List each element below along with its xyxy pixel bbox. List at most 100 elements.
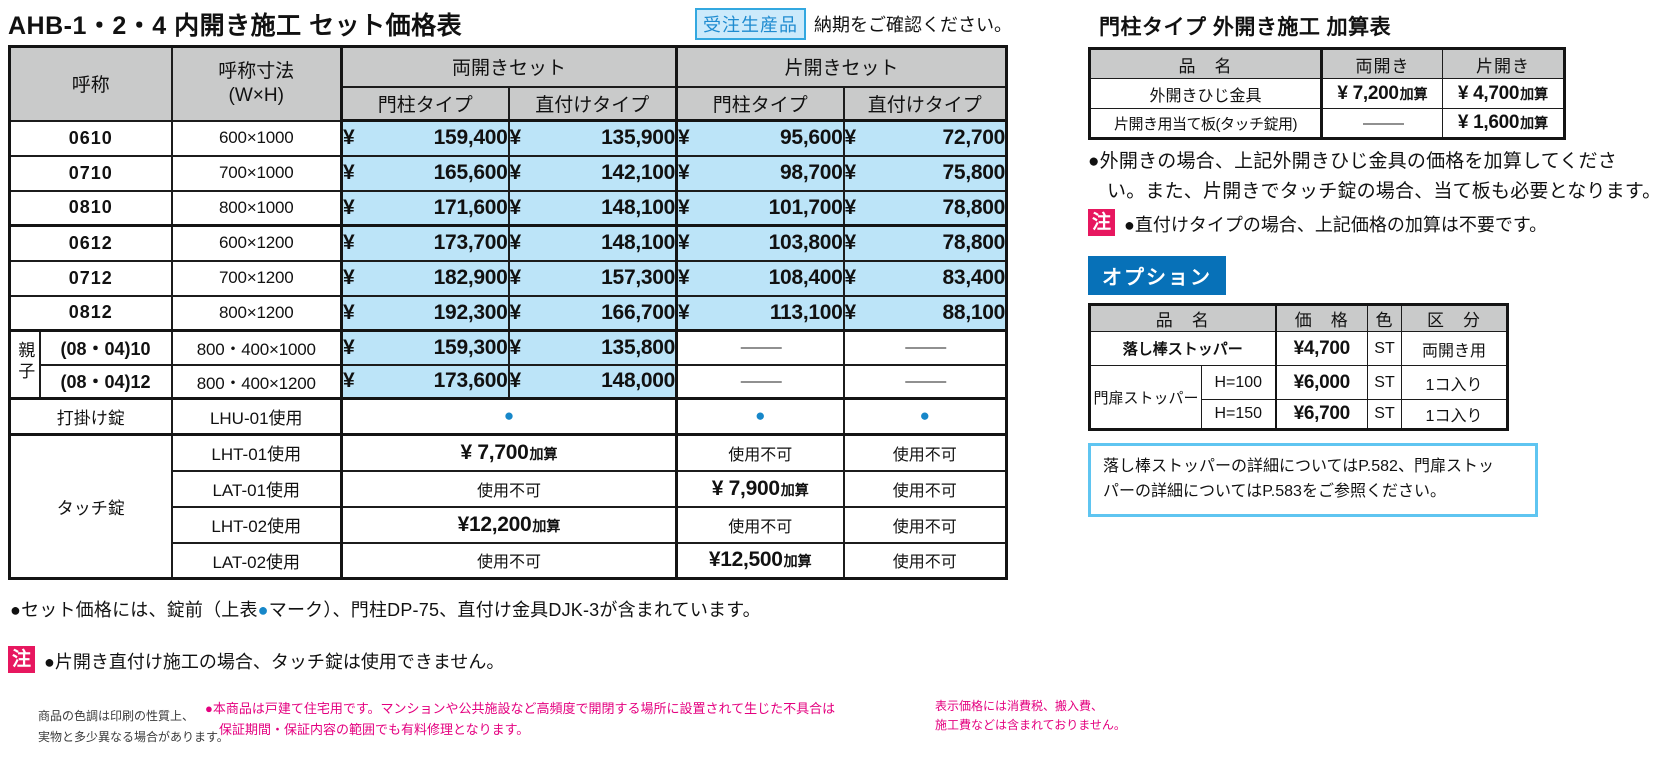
footer-warranty-note: ●本商品は戸建て住宅用です。マンションや公共施設など高頻度で開閉する場所に設置さ…	[205, 701, 836, 737]
caution-badge: 注	[8, 646, 35, 673]
option-row: 門扉ストッパー H=100 ¥6,000 ST 1コ入り	[1089, 365, 1508, 430]
option-row: H=150 ¥6,700 ST 1コ入り	[1090, 399, 1508, 430]
size-cell: 800×1200	[170, 294, 343, 332]
option-section-header: オプション	[1088, 256, 1226, 295]
included-dot: ●	[755, 406, 766, 425]
add-amount: ¥ 1,600	[1457, 112, 1520, 133]
lock-model-cell: LHT-02使用	[170, 505, 343, 544]
price-cell: ¥ 148,100	[507, 224, 678, 262]
add-suffix: 加算	[1399, 85, 1428, 102]
order-note-text: 納期をご確認ください。	[814, 15, 1012, 35]
header-name: 呼称	[8, 45, 173, 122]
header-double-set: 両開きセット	[340, 45, 678, 88]
header-direct-type: 直付けタイプ	[842, 85, 1008, 122]
add-suffix: 加算	[783, 553, 812, 570]
color-cell: ST	[1367, 399, 1402, 430]
name-cell: 0610	[8, 119, 173, 157]
main-price-table: 呼称 呼称寸法 (W×H) 両開きセット 片開きセット 門柱タイプ 直付けタイプ…	[8, 45, 1008, 580]
header-item-name: 品 名	[1089, 48, 1322, 79]
price-cell: ¥ 173,600	[340, 363, 510, 400]
price-cell: ¥ 88,100	[842, 294, 1008, 332]
price-cell: ¥ 166,700	[507, 294, 678, 332]
set-note-text: マーク）、門柱DP-75、直付け金具DJK-3が含まれています。	[268, 600, 761, 620]
item-name-cell: 外開きひじ金具	[1089, 78, 1322, 109]
header-single-set: 片開きセット	[675, 45, 1008, 88]
add-suffix: 加算	[529, 445, 558, 462]
reference-info-box: 落し棒ストッパーの詳細についてはP.582、門扉ストッ パーの詳細についてはP.…	[1088, 443, 1538, 517]
add-suffix: 加算	[532, 517, 561, 534]
option-badge: オプション	[1088, 256, 1226, 295]
header-item-name: 品 名	[1089, 304, 1276, 332]
price-cell: ¥ 103,800	[675, 224, 845, 262]
category-cell: 1コ入り	[1401, 365, 1508, 400]
price-cell: ¥ 75,800	[842, 154, 1008, 192]
addition-row: 外開きひじ金具 ¥ 7,200加算 ¥ 4,700加算	[1089, 78, 1565, 109]
price-cell: ¥4,700	[1274, 331, 1368, 366]
not-usable-cell: 使用不可	[675, 433, 845, 472]
price-cell: ¥6,700	[1274, 399, 1368, 430]
add-price-cell: ¥ 4,700加算	[1442, 78, 1565, 109]
add-price-cell: ¥ 1,600加算	[1442, 108, 1565, 139]
caution-text: ●片開き直付け施工の場合、タッチ錠は使用できません。	[44, 652, 505, 672]
oyako-row: 親子 (08・04)10 800・400×1000 ¥ 159,300 ¥ 13…	[8, 329, 1008, 400]
lock-label-cell: タッチ錠	[8, 433, 173, 580]
included-dot: ●	[919, 406, 930, 425]
price-cell: ¥ 148,000	[507, 363, 678, 400]
name-cell: 0612	[8, 224, 173, 262]
add-suffix: 加算	[1520, 85, 1549, 102]
category-cell: 1コ入り	[1401, 399, 1508, 430]
add-price-cell: ¥ 7,200加算	[1320, 78, 1443, 109]
touch-lock-row: LAT-01使用 使用不可 ¥ 7,900加算 使用不可	[10, 469, 1008, 508]
add-price-cell: ¥ 7,900加算	[675, 469, 845, 508]
price-cell: ¥ 159,300	[340, 329, 510, 366]
not-usable-cell: 使用不可	[675, 505, 845, 544]
dash-cell: ———	[842, 363, 1008, 400]
footer-tax-note: 表示価格には消費税、搬入費、 施工費などは含まれておりません。	[935, 699, 1126, 733]
variant-cell: H=100	[1201, 365, 1276, 400]
addition-table: 品 名 両開き 片開き 外開きひじ金具 ¥ 7,200加算 ¥ 4,700加算 …	[1088, 47, 1566, 140]
color-cell: ST	[1367, 365, 1402, 400]
price-cell: ¥ 78,800	[842, 189, 1008, 227]
not-usable-cell: 使用不可	[842, 541, 1008, 580]
size-cell: 700×1000	[170, 154, 343, 192]
caution-row: 注 ●直付けタイプの場合、上記価格の加算は不要です。	[1088, 209, 1547, 237]
lock-model-cell: LAT-02使用	[170, 541, 343, 580]
add-suffix: 加算	[780, 481, 809, 498]
order-note-row: 受注生産品 納期をご確認ください。	[695, 8, 1012, 40]
header-direct-type: 直付けタイプ	[507, 85, 678, 122]
price-cell: ¥6,000	[1274, 365, 1368, 400]
header-size: 呼称寸法 (W×H)	[170, 45, 343, 122]
name-cell: 0810	[8, 189, 173, 227]
header-post-type: 門柱タイプ	[340, 85, 510, 122]
variant-cell: H=150	[1201, 399, 1276, 430]
size-row: 0812 800×1200 ¥ 192,300 ¥ 166,700 ¥ 113,…	[8, 294, 1008, 332]
size-row: 0810 800×1000 ¥ 171,600 ¥ 148,100 ¥ 101,…	[8, 189, 1008, 227]
dash-cell: ———	[675, 329, 845, 366]
header-price: 価 格	[1274, 304, 1368, 332]
add-price-cell: ¥12,500加算	[675, 541, 845, 580]
size-row: 0710 700×1000 ¥ 165,600 ¥ 142,100 ¥ 98,7…	[8, 154, 1008, 192]
price-cell: ¥ 78,800	[842, 224, 1008, 262]
oyako-label: 親子	[15, 341, 35, 383]
category-cell: 両開き用	[1401, 331, 1508, 366]
not-usable-cell: 使用不可	[842, 505, 1008, 544]
price-cell: ¥ 135,900	[507, 119, 678, 157]
dash-cell: ———	[675, 363, 845, 400]
option-row: 落し棒ストッパー ¥4,700 ST 両開き用	[1089, 331, 1508, 366]
add-amount: ¥ 7,700	[460, 440, 529, 464]
add-amount: ¥ 4,700	[1457, 82, 1520, 104]
set-price-note: ●セット価格には、錠前（上表●マーク）、門柱DP-75、直付け金具DJK-3が含…	[10, 596, 761, 622]
add-amount: ¥12,500	[708, 548, 783, 572]
addition-table-title: 門柱タイプ 外開き施工 加算表	[1099, 16, 1392, 39]
add-suffix: 加算	[1520, 115, 1549, 131]
price-cell: ¥ 113,100	[675, 294, 845, 332]
size-cell: 800・400×1000	[170, 329, 343, 366]
dash-cell: ———	[1320, 108, 1443, 139]
price-cell: ¥ 142,100	[507, 154, 678, 192]
price-cell: ¥ 159,400	[340, 119, 510, 157]
footer-color-note: 商品の色調は印刷の性質上、 実物と多少異なる場合があります。	[38, 709, 229, 744]
included-dot: ●	[503, 406, 515, 425]
size-cell: 800×1000	[170, 189, 343, 227]
set-note-text: ●セット価格には、錠前（上表	[10, 600, 258, 620]
price-cell: ¥ 171,600	[340, 189, 510, 227]
